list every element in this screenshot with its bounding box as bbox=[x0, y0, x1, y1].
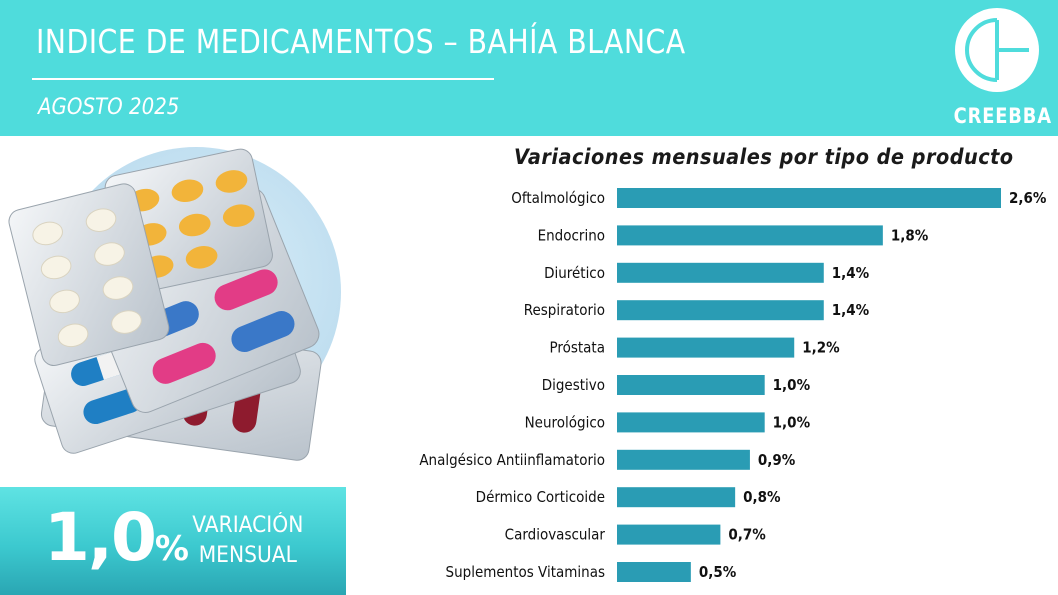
monthly-variation-label: VARIACIÓN MENSUAL bbox=[188, 511, 308, 571]
bar bbox=[617, 300, 824, 321]
category-label: Respiratorio bbox=[524, 303, 605, 320]
bar-value-label: 1,4% bbox=[832, 303, 869, 320]
page-title: INDICE DE MEDICAMENTOS – BAHÍA BLANCA bbox=[36, 22, 686, 61]
title-divider bbox=[32, 78, 494, 80]
bar bbox=[617, 412, 765, 433]
monthly-variation-label-line2: MENSUAL bbox=[198, 543, 297, 568]
monthly-variation-panel: 1,0% VARIACIÓN MENSUAL bbox=[0, 487, 346, 595]
bar bbox=[617, 524, 721, 545]
bar bbox=[617, 188, 1001, 208]
bar-value-label: 0,8% bbox=[743, 490, 780, 507]
category-label: Dérmico Corticoide bbox=[476, 490, 606, 507]
category-label: Diurético bbox=[544, 265, 605, 282]
category-label: Digestivo bbox=[542, 377, 605, 394]
monthly-variation-unit: % bbox=[154, 529, 189, 569]
monthly-variation-label-line1: VARIACIÓN bbox=[192, 513, 304, 538]
logo-text: CREEBBA bbox=[953, 104, 1052, 128]
bar bbox=[617, 337, 795, 358]
page-subtitle: AGOSTO 2025 bbox=[38, 95, 180, 120]
category-label: Cardiovascular bbox=[505, 527, 605, 544]
bar-value-label: 2,6% bbox=[1009, 190, 1046, 207]
bar bbox=[617, 262, 824, 283]
bar-value-label: 1,8% bbox=[891, 228, 928, 245]
bar bbox=[617, 487, 736, 508]
medication-blister-image bbox=[8, 147, 341, 461]
bar bbox=[617, 375, 765, 395]
bar bbox=[617, 449, 750, 470]
chart-title: Variaciones mensuales por tipo de produc… bbox=[514, 145, 1014, 169]
bar-value-label: 1,2% bbox=[802, 340, 839, 357]
category-label: Neurológico bbox=[525, 415, 605, 432]
bar-value-label: 1,0% bbox=[773, 415, 810, 432]
bar-value-label: 0,7% bbox=[728, 527, 765, 544]
bar bbox=[617, 225, 883, 246]
creebba-logo-icon bbox=[955, 8, 1039, 92]
header-banner: INDICE DE MEDICAMENTOS – BAHÍA BLANCA AG… bbox=[0, 0, 1058, 136]
bar-value-label: 0,5% bbox=[699, 564, 736, 581]
bar-value-label: 0,9% bbox=[758, 452, 795, 469]
category-label: Suplementos Vitaminas bbox=[446, 564, 605, 581]
category-label: Endocrino bbox=[538, 228, 605, 245]
category-label: Oftalmológico bbox=[511, 190, 605, 207]
bar bbox=[617, 562, 691, 582]
bar-value-label: 1,0% bbox=[773, 377, 810, 394]
category-label: Analgésico Antiinflamatorio bbox=[419, 452, 605, 469]
bar-value-label: 1,4% bbox=[832, 265, 869, 282]
monthly-variation-value: 1,0% bbox=[44, 499, 189, 576]
category-label: Próstata bbox=[549, 340, 605, 357]
